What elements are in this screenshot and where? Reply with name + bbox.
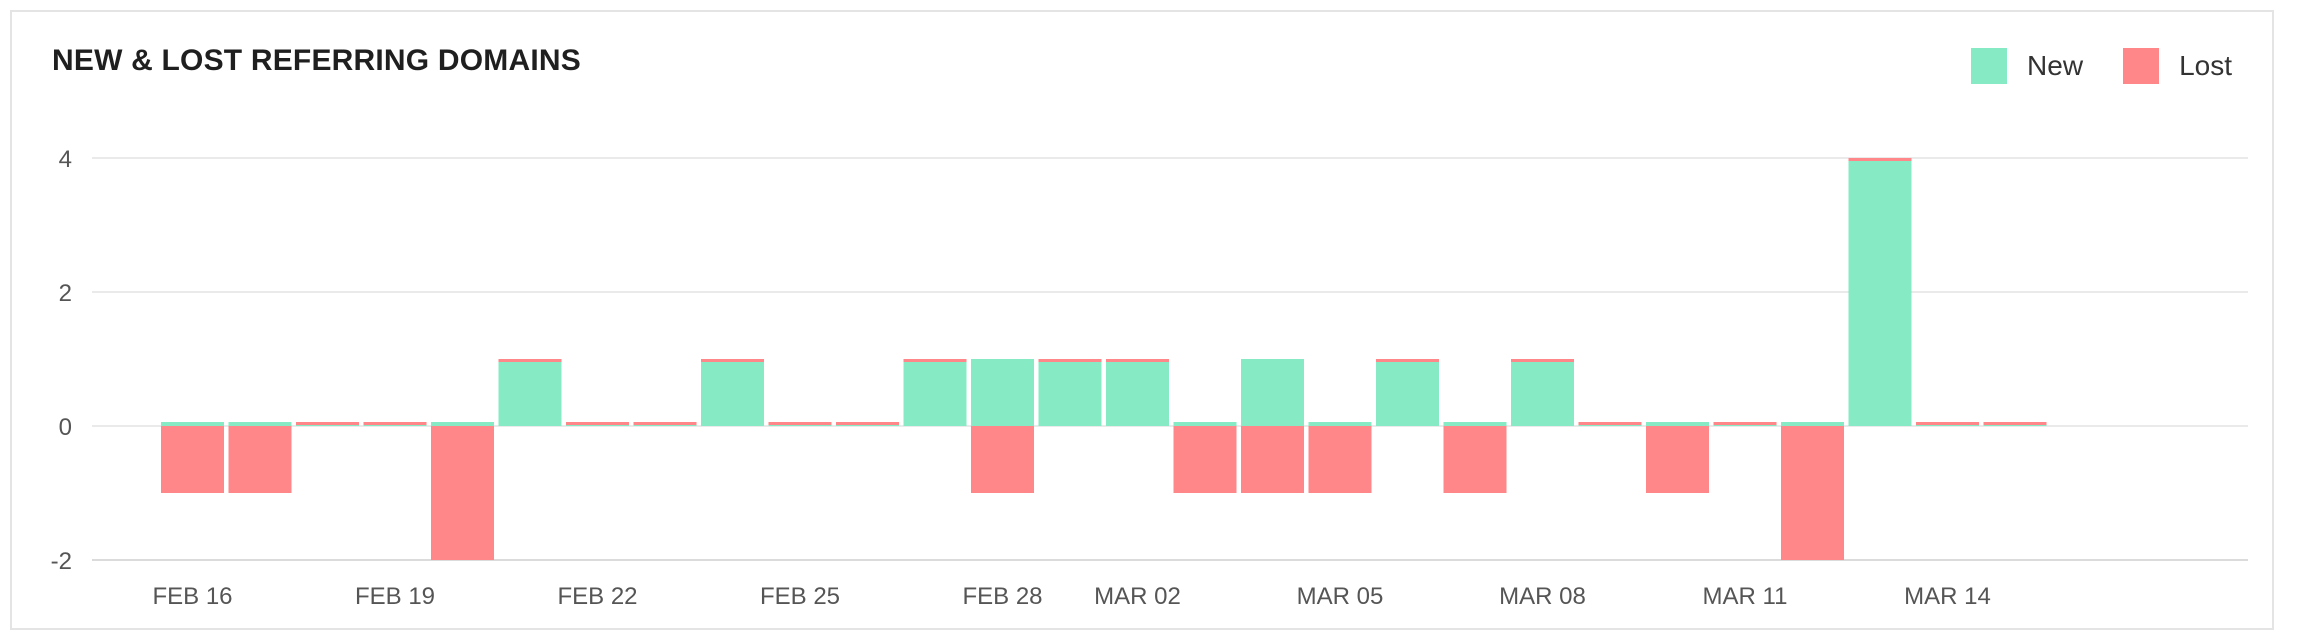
bar-lost <box>1781 426 1844 560</box>
x-tick-label: FEB 19 <box>355 583 435 610</box>
bar-lost <box>1241 426 1304 493</box>
x-tick-label: FEB 28 <box>962 583 1042 610</box>
legend-item-lost[interactable]: Lost <box>2123 48 2232 84</box>
bar-new <box>701 359 764 426</box>
x-tick-label: MAR 11 <box>1703 583 1788 610</box>
legend-swatch-new <box>1971 48 2008 84</box>
bar-lost <box>1106 359 1169 362</box>
chart-legend: New Lost <box>1971 48 2232 84</box>
bar-chart-plot: 4 2 0 -2 FEB 16 FEB 19 FEB 22 FEB 25 FEB 28 MAR 0… <box>51 146 2248 610</box>
bar-lost <box>971 426 1034 493</box>
y-tick-label: 0 <box>59 414 72 441</box>
bar-lost <box>836 422 899 425</box>
bar-lost <box>228 426 292 493</box>
bar-lost <box>431 426 494 560</box>
bar-lost <box>701 359 764 362</box>
bar-lost <box>566 422 629 425</box>
bar-lost <box>1848 158 1912 161</box>
bar-lost <box>1713 422 1777 425</box>
x-tick-label: MAR 08 <box>1499 583 1586 610</box>
bar-new <box>1241 359 1304 426</box>
bar-new <box>1038 359 1102 426</box>
chart-title: NEW & LOST REFERRING DOMAINS <box>52 44 581 77</box>
bar-new <box>161 422 224 426</box>
bar-new <box>1308 422 1372 426</box>
legend-label-lost: Lost <box>2179 50 2232 81</box>
bar-new <box>1646 422 1709 426</box>
x-tick-label: MAR 02 <box>1094 583 1181 610</box>
bar-new <box>971 359 1034 426</box>
bar-lost <box>161 426 224 493</box>
y-tick-label: 2 <box>59 280 72 307</box>
bar-lost <box>1308 426 1372 493</box>
chart-card: NEW & LOST REFERRING DOMAINS New Lost 4 2… <box>10 10 2274 630</box>
bar-lost <box>633 422 697 425</box>
bar-lost <box>498 359 562 362</box>
x-tick-label: MAR 05 <box>1297 583 1384 610</box>
x-tick-label: FEB 16 <box>152 583 232 610</box>
x-tick-label: MAR 14 <box>1904 583 1991 610</box>
bar-lost <box>1173 426 1237 493</box>
bar-lost <box>363 422 427 425</box>
bar-lost <box>1376 359 1439 362</box>
bar-new <box>1848 158 1912 426</box>
bar-lost <box>1443 426 1507 493</box>
bar-lost <box>1511 359 1574 362</box>
bar-new <box>498 359 562 426</box>
y-tick-label: 4 <box>59 146 72 173</box>
bar-lost <box>1983 422 2047 425</box>
bar-new <box>1376 359 1439 426</box>
legend-swatch-lost <box>2123 48 2160 84</box>
x-tick-label: FEB 25 <box>760 583 840 610</box>
bar-new <box>1781 422 1844 426</box>
bar-lost <box>903 359 967 362</box>
bar-lost <box>1038 359 1102 362</box>
bar-lost <box>1646 426 1709 493</box>
bar-lost <box>768 422 832 425</box>
bar-new <box>431 422 494 426</box>
bar-lost <box>296 422 359 425</box>
x-tick-label: FEB 22 <box>557 583 637 610</box>
bar-new <box>1511 359 1574 426</box>
bar-new <box>903 359 967 426</box>
legend-item-new[interactable]: New <box>1971 48 2083 84</box>
bar-new <box>228 422 292 426</box>
bar-new <box>1173 422 1237 426</box>
legend-label-new: New <box>2027 50 2084 81</box>
bar-new <box>1443 422 1507 426</box>
y-tick-label: -2 <box>51 548 72 575</box>
bar-lost <box>1916 422 1979 425</box>
bar-lost <box>1578 422 1642 425</box>
bar-new <box>1106 359 1169 426</box>
